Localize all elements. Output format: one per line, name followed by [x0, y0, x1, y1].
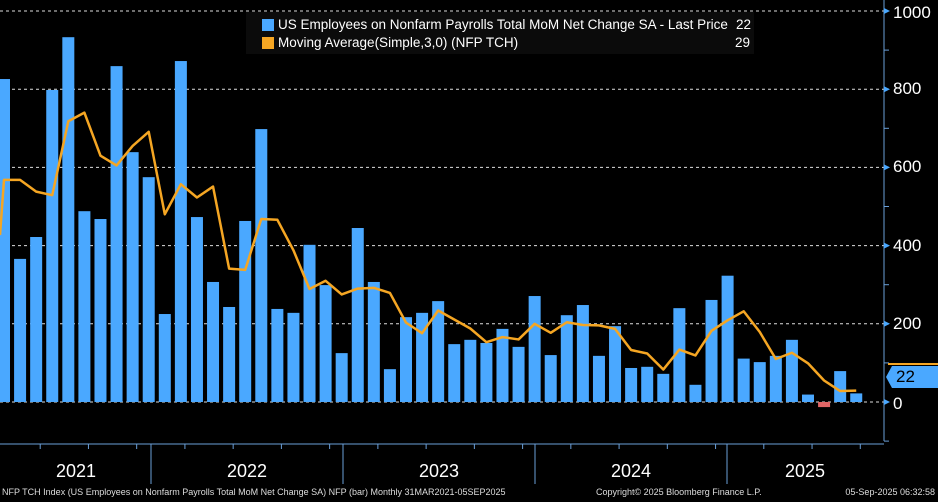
bar	[62, 37, 75, 403]
bar	[190, 217, 203, 402]
last-price-arrow	[886, 366, 892, 388]
bar	[46, 89, 59, 403]
footer-source: NFP TCH Index (US Employees on Nonfarm P…	[2, 487, 506, 497]
bar	[110, 66, 123, 403]
x-year-label: 2022	[226, 461, 268, 481]
y-tick-arrow	[884, 8, 890, 14]
legend-swatch-ma	[262, 36, 274, 49]
bar	[239, 220, 252, 402]
bar	[255, 129, 268, 402]
y-tick-label: 200	[893, 314, 922, 333]
bar	[528, 296, 541, 402]
x-year-label: 2023	[418, 461, 460, 481]
bar	[142, 177, 155, 402]
bar	[544, 355, 557, 402]
bar	[641, 366, 654, 402]
legend-item-bars[interactable]: US Employees on Nonfarm Payrolls Total M…	[262, 15, 751, 34]
bar	[14, 258, 27, 402]
bar	[673, 308, 686, 402]
bar	[850, 393, 863, 402]
bar	[303, 244, 316, 402]
bar	[480, 342, 493, 402]
x-year-label: 2024	[610, 461, 652, 481]
footer-copyright: Copyright© 2025 Bloomberg Finance L.P.	[596, 487, 762, 497]
y-tick-arrow	[884, 320, 890, 327]
y-tick-label: 1000	[893, 3, 931, 22]
bar	[287, 312, 300, 402]
bar	[785, 339, 798, 402]
bar	[319, 285, 332, 402]
bar	[78, 211, 91, 402]
bar	[576, 305, 589, 402]
bar	[0, 79, 10, 402]
bar	[625, 367, 638, 402]
x-year-label: 2025	[784, 461, 826, 481]
bar	[512, 346, 525, 402]
y-tick-label: 800	[893, 79, 922, 98]
bar	[383, 369, 396, 402]
legend-label-bars: US Employees on Nonfarm Payrolls Total M…	[278, 17, 728, 32]
bar	[158, 314, 171, 402]
footer-timestamp: 05-Sep-2025 06:32:58	[845, 487, 935, 497]
bar	[769, 355, 782, 402]
bar	[802, 394, 814, 402]
x-year-label: 2021	[55, 461, 97, 481]
bar	[271, 308, 284, 402]
legend-label-ma: Moving Average(Simple,3,0) (NFP TCH)	[278, 35, 519, 50]
bar	[609, 326, 622, 402]
legend-value-ma: 29	[734, 35, 750, 50]
bar	[174, 61, 187, 402]
bar	[737, 358, 750, 402]
bar	[689, 384, 702, 402]
bar	[432, 301, 445, 402]
bar	[464, 339, 477, 402]
bar	[657, 373, 670, 402]
bar	[818, 402, 831, 408]
legend-item-ma[interactable]: Moving Average(Simple,3,0) (NFP TCH) 29	[262, 33, 750, 52]
bar	[448, 344, 461, 402]
moving-average-line	[0, 111, 857, 393]
y-tick-arrow	[884, 164, 890, 171]
legend: US Employees on Nonfarm Payrolls Total M…	[246, 12, 754, 54]
bar	[705, 299, 718, 402]
y-tick-label: 400	[893, 236, 922, 255]
bar	[496, 328, 509, 402]
bar	[592, 355, 605, 402]
bar	[335, 353, 348, 402]
y-tick-arrow	[884, 86, 890, 93]
bar	[834, 371, 847, 402]
bar	[367, 281, 380, 402]
bar	[721, 275, 734, 402]
bar	[126, 152, 139, 402]
bar	[207, 281, 220, 402]
bar	[416, 312, 429, 402]
legend-swatch-bars	[262, 18, 274, 31]
bar	[94, 219, 107, 402]
y-tick-arrow	[884, 242, 890, 249]
bar	[223, 306, 236, 402]
bar	[560, 315, 573, 402]
y-tick-label: 600	[893, 157, 922, 176]
bar	[400, 317, 412, 402]
bar	[30, 236, 43, 402]
y-tick-label: 0	[893, 394, 903, 413]
last-price-tag: 22	[892, 366, 938, 388]
bar	[351, 228, 364, 402]
legend-value-bars: 22	[735, 17, 751, 32]
y-tick-arrow	[884, 399, 890, 405]
bar	[753, 362, 766, 402]
